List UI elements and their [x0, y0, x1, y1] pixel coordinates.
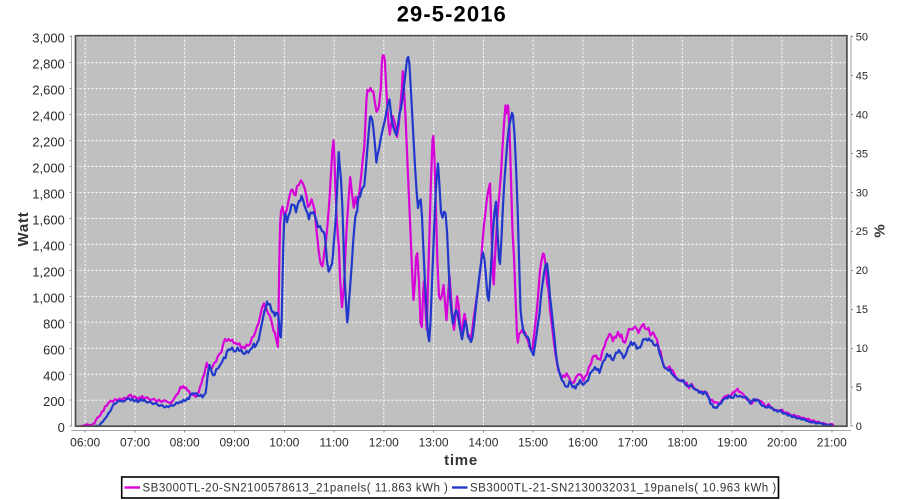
svg-text:SB3000TL-21-SN2130032031_19pan: SB3000TL-21-SN2130032031_19panels( 10.96…: [470, 483, 777, 495]
svg-text:29-5-2016: 29-5-2016: [397, 2, 507, 27]
svg-text:0: 0: [58, 420, 65, 435]
svg-text:12:00: 12:00: [369, 436, 399, 450]
svg-text:time: time: [444, 452, 478, 469]
svg-text:1,400: 1,400: [32, 238, 65, 253]
svg-text:50: 50: [856, 32, 868, 44]
svg-text:25: 25: [856, 226, 868, 238]
svg-text:SB3000TL-20-SN2100578613_21pan: SB3000TL-20-SN2100578613_21panels( 11.86…: [143, 483, 449, 495]
svg-text:06:00: 06:00: [70, 436, 100, 450]
svg-text:3,000: 3,000: [32, 31, 65, 46]
svg-text:19:00: 19:00: [717, 436, 747, 450]
svg-text:2,200: 2,200: [32, 135, 65, 150]
svg-text:35: 35: [856, 148, 868, 160]
svg-text:200: 200: [43, 394, 65, 409]
svg-text:40: 40: [856, 109, 868, 121]
svg-text:30: 30: [856, 187, 868, 199]
svg-text:09:00: 09:00: [219, 436, 249, 450]
svg-text:21:00: 21:00: [817, 436, 847, 450]
svg-text:20:00: 20:00: [767, 436, 797, 450]
svg-text:2,800: 2,800: [32, 57, 65, 72]
svg-text:45: 45: [856, 70, 868, 82]
svg-text:17:00: 17:00: [618, 436, 648, 450]
svg-text:5: 5: [856, 382, 862, 394]
svg-text:18:00: 18:00: [667, 436, 697, 450]
svg-text:400: 400: [43, 368, 65, 383]
svg-text:2,400: 2,400: [32, 109, 65, 124]
svg-text:1,200: 1,200: [32, 264, 65, 279]
svg-text:1,600: 1,600: [32, 213, 65, 228]
svg-text:0: 0: [856, 421, 862, 433]
svg-text:16:00: 16:00: [568, 436, 598, 450]
svg-text:800: 800: [43, 316, 65, 331]
svg-text:20: 20: [856, 265, 868, 277]
svg-text:600: 600: [43, 342, 65, 357]
svg-text:07:00: 07:00: [120, 436, 150, 450]
svg-text:2,600: 2,600: [32, 83, 65, 98]
svg-text:15:00: 15:00: [518, 436, 548, 450]
svg-text:14:00: 14:00: [468, 436, 498, 450]
svg-text:Watt: Watt: [15, 211, 32, 246]
svg-text:2,000: 2,000: [32, 161, 65, 176]
svg-text:11:00: 11:00: [320, 436, 349, 450]
svg-text:15: 15: [856, 304, 868, 316]
svg-text:10:00: 10:00: [269, 436, 299, 450]
svg-text:1,000: 1,000: [32, 290, 65, 305]
svg-text:1,800: 1,800: [32, 187, 65, 202]
svg-text:%: %: [872, 224, 889, 237]
svg-text:08:00: 08:00: [170, 436, 200, 450]
svg-text:13:00: 13:00: [419, 436, 449, 450]
svg-text:10: 10: [856, 343, 868, 355]
